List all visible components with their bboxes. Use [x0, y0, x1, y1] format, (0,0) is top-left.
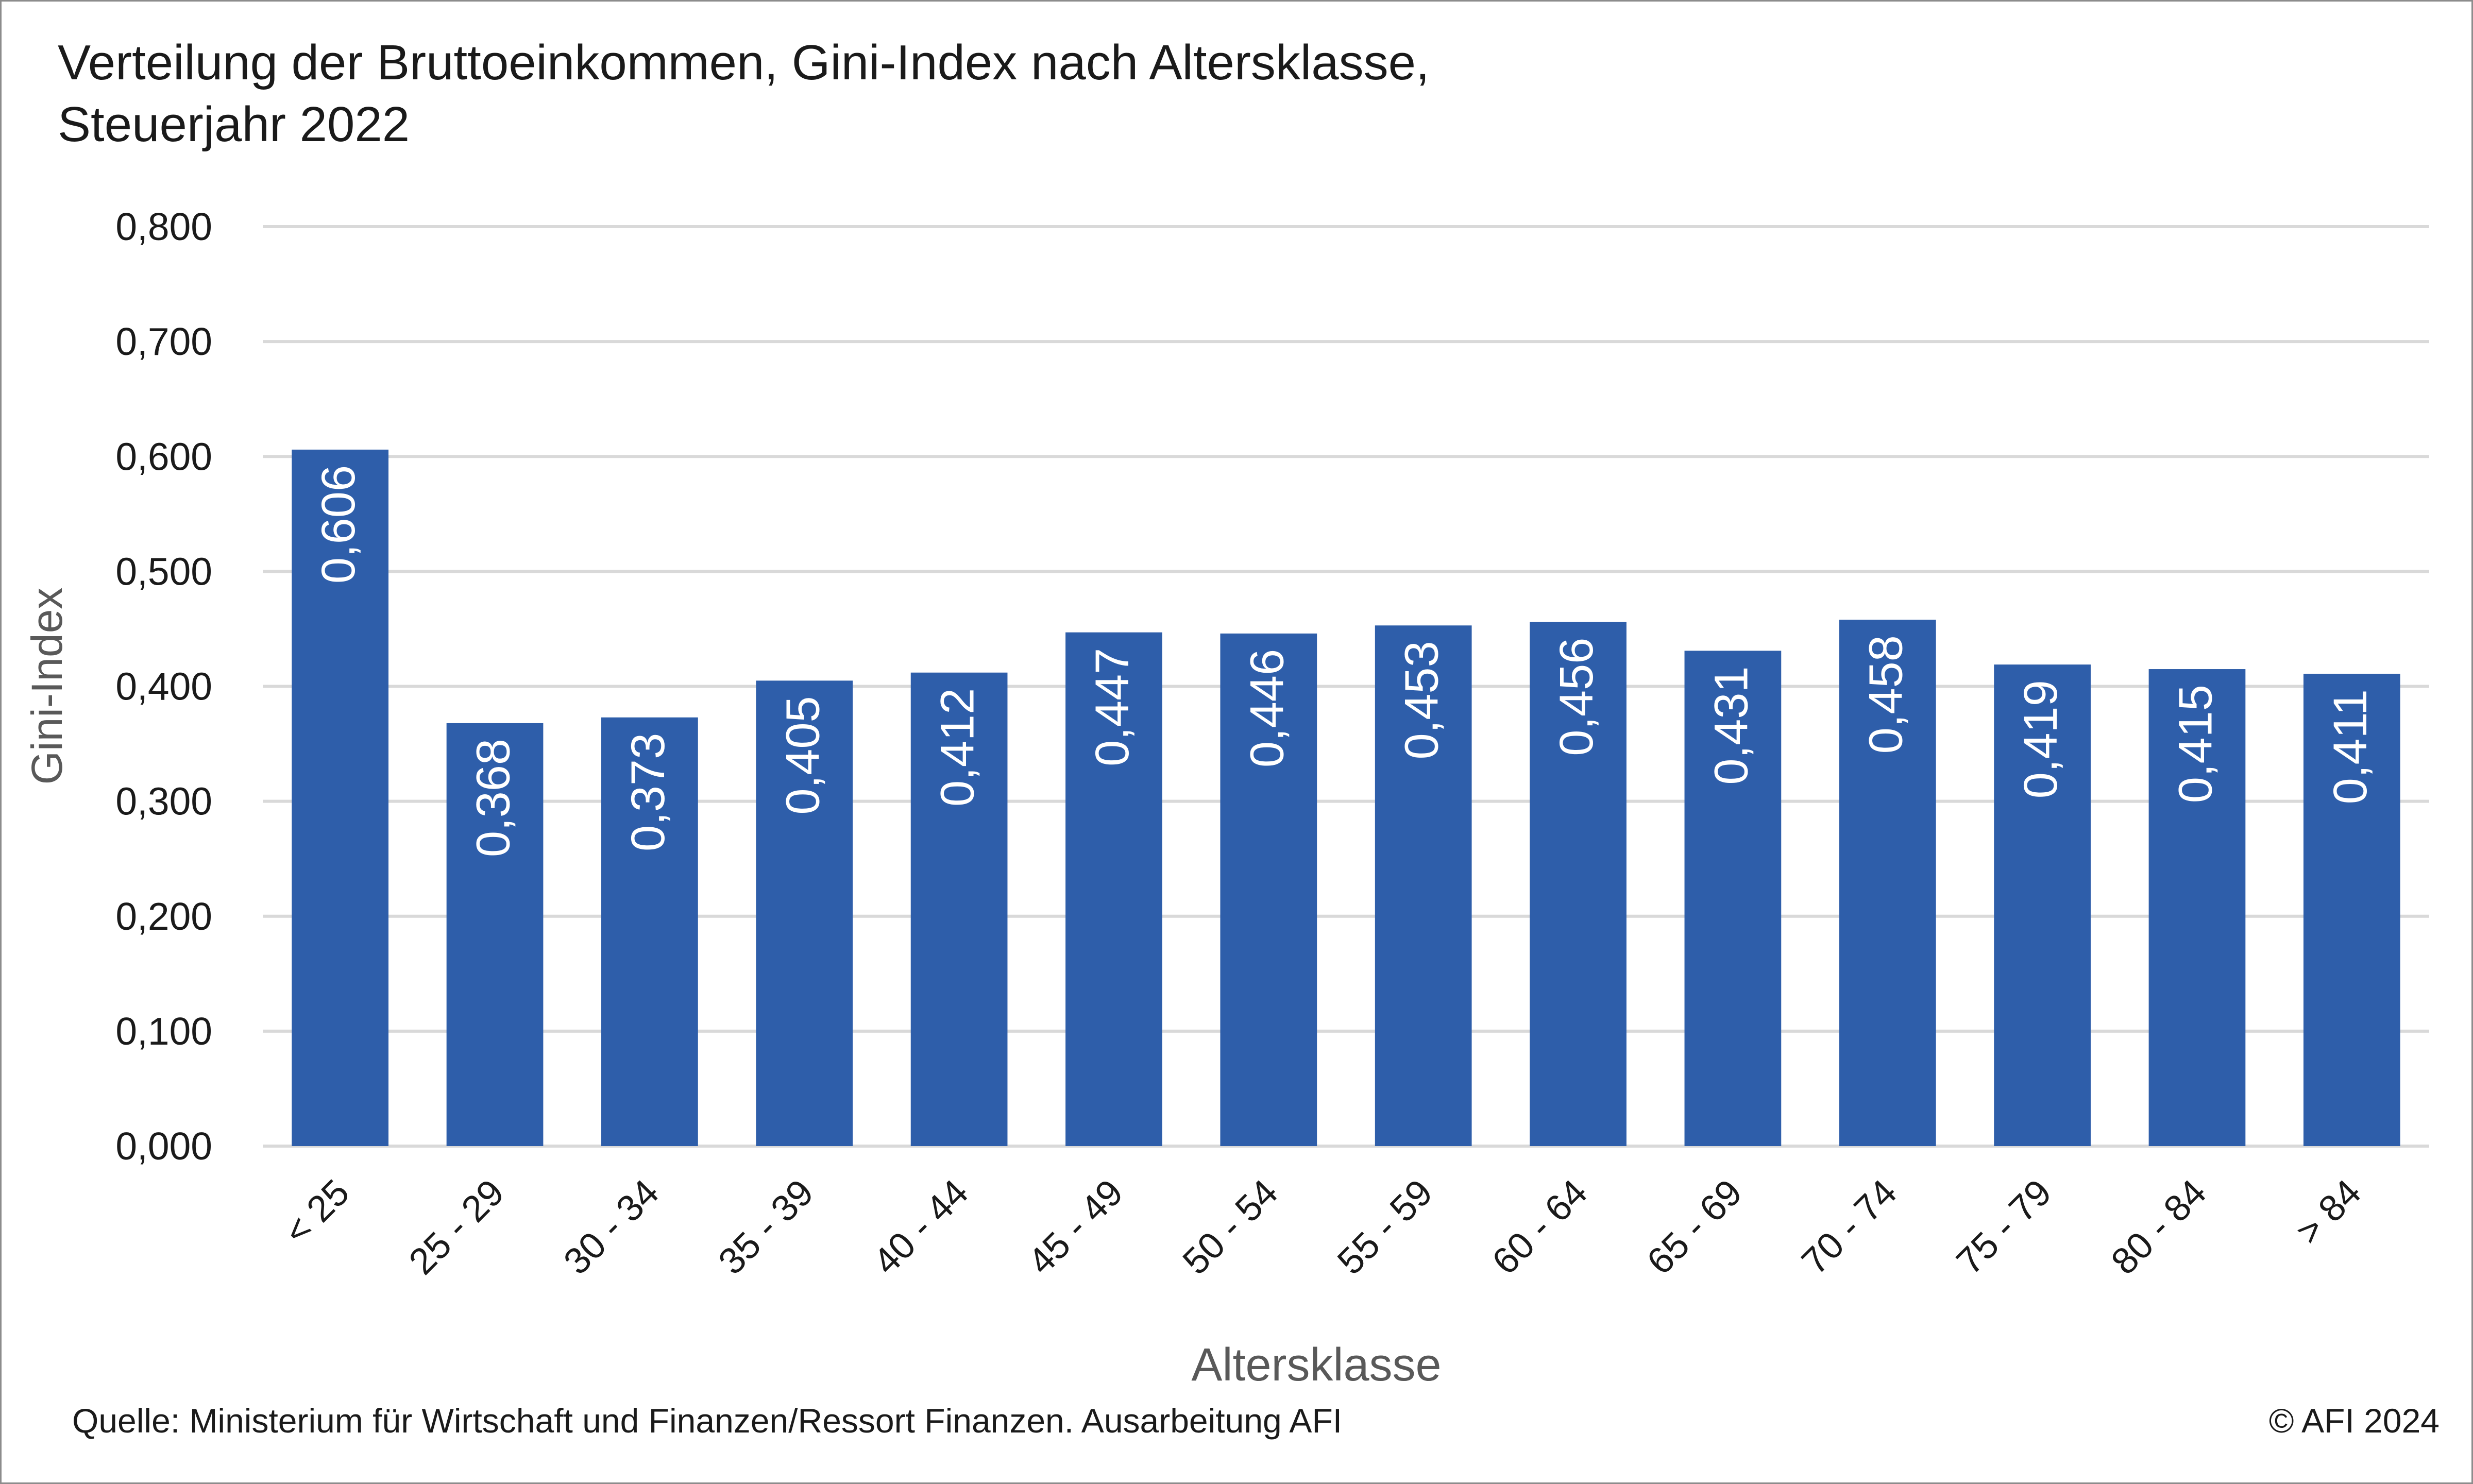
- bar-value-label: 0,419: [2014, 680, 2067, 798]
- y-tick-label: 0,800: [115, 205, 212, 248]
- y-tick-label: 0,200: [115, 895, 212, 938]
- x-tick-label: 55 - 59: [1330, 1172, 1441, 1283]
- bar-value-label: 0,606: [312, 465, 365, 584]
- bar-value-labels: 0,606 0,368 0,373 0,405 0,412 0,447 0,446 0,453…: [312, 465, 2377, 857]
- bar-value-label: 0,373: [622, 733, 674, 851]
- y-tick-label: 0,600: [115, 435, 212, 478]
- bar: [910, 672, 1008, 1146]
- bar-value-label: 0,415: [2169, 685, 2222, 803]
- bar: [1839, 620, 1936, 1146]
- x-tick-label: 75 - 79: [1949, 1172, 2059, 1283]
- bar: [1065, 632, 1162, 1146]
- x-tick-label: 40 - 44: [866, 1172, 976, 1283]
- y-tick-label: 0,400: [115, 665, 212, 708]
- bar: [1684, 651, 1782, 1146]
- copyright-note: © AFI 2024: [2268, 1402, 2440, 1440]
- y-tick-label: 0,500: [115, 550, 212, 593]
- x-tick-label: 60 - 64: [1484, 1172, 1595, 1283]
- bars: [292, 449, 2400, 1146]
- x-tick-label: 70 - 74: [1794, 1172, 1905, 1283]
- bar: [756, 680, 853, 1146]
- bar: [1220, 633, 1317, 1146]
- x-axis-title: Altersklasse: [1191, 1339, 1441, 1391]
- bar-value-label: 0,368: [467, 739, 520, 857]
- y-tick-label: 0,700: [115, 320, 212, 363]
- chart-title: Verteilung der Bruttoeinkommen, Gini-Ind…: [58, 32, 1912, 156]
- x-axis-tick-labels: < 25 25 - 29 30 - 34 35 - 39 40 - 44 45 - 49 5…: [276, 1172, 2369, 1283]
- bar-value-label: 0,431: [1705, 666, 1757, 784]
- chart-title-line-1: Verteilung der Bruttoeinkommen, Gini-Ind…: [58, 35, 1430, 90]
- x-tick-label: 80 - 84: [2104, 1172, 2214, 1283]
- x-tick-label: 25 - 29: [401, 1172, 512, 1283]
- x-tick-label: 45 - 49: [1020, 1172, 1131, 1283]
- bar: [1994, 664, 2091, 1146]
- bar: [2148, 669, 2246, 1146]
- bar-value-label: 0,412: [931, 688, 984, 807]
- y-tick-label: 0,100: [115, 1010, 212, 1053]
- bar-value-label: 0,411: [2324, 689, 2377, 804]
- bar-value-label: 0,458: [1860, 635, 1912, 754]
- bar: [601, 717, 698, 1146]
- x-tick-label: 30 - 34: [556, 1172, 667, 1283]
- gridlines: [263, 225, 2429, 1148]
- source-note: Quelle: Ministerium für Wirtschaft und F…: [72, 1402, 1343, 1440]
- y-tick-label: 0,300: [115, 780, 212, 823]
- bar-value-label: 0,405: [776, 696, 829, 814]
- y-axis-tick-labels: 0,000 0,100 0,200 0,300 0,400 0,500 0,600 0,700…: [115, 205, 212, 1168]
- x-tick-label: < 25: [276, 1172, 357, 1253]
- bar-value-label: 0,456: [1550, 638, 1603, 756]
- chart-title-line-2: Steuerjahr 2022: [58, 97, 410, 152]
- bar: [446, 723, 544, 1146]
- bar-value-label: 0,447: [1086, 648, 1139, 766]
- bar: [1530, 622, 1627, 1146]
- y-axis-title: Gini-Index: [23, 588, 71, 785]
- x-tick-label: 35 - 39: [710, 1172, 821, 1283]
- y-tick-label: 0,000: [115, 1124, 212, 1168]
- bar: [1375, 625, 1472, 1146]
- x-tick-label: 65 - 69: [1639, 1172, 1750, 1283]
- x-tick-label: > 84: [2288, 1172, 2369, 1253]
- bar: [2303, 673, 2400, 1146]
- bar: [292, 449, 389, 1146]
- bar-value-label: 0,453: [1396, 641, 1448, 759]
- bar-value-label: 0,446: [1241, 649, 1293, 767]
- x-tick-label: 50 - 54: [1175, 1172, 1286, 1283]
